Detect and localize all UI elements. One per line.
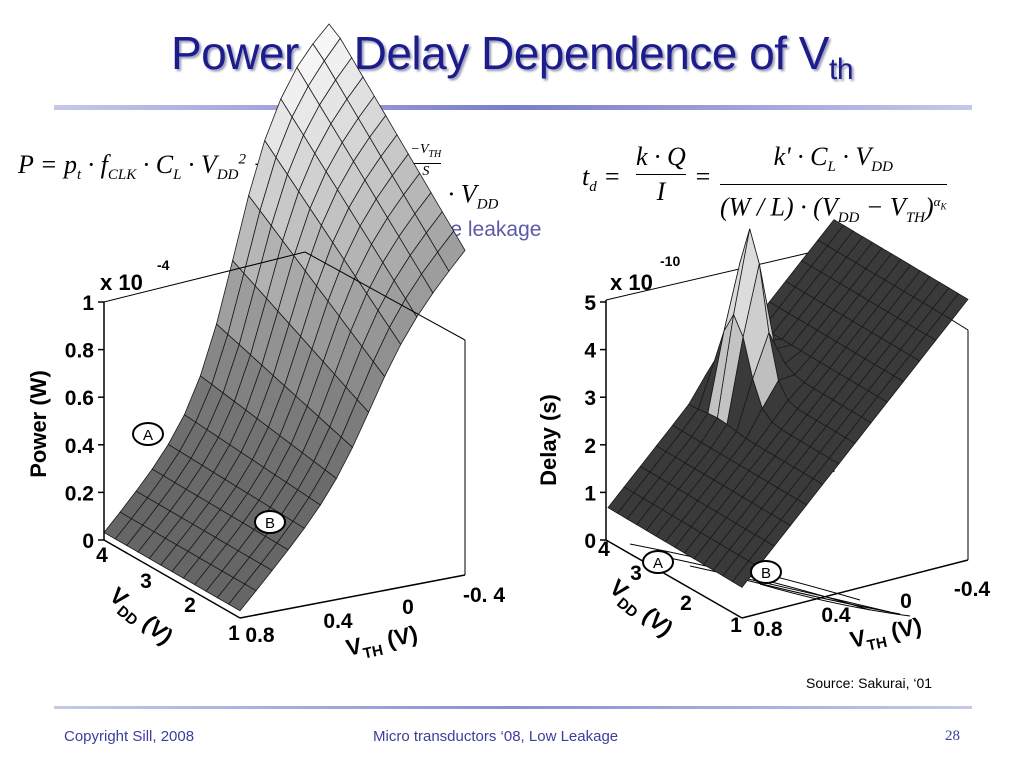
vdd-tick-label: 4 [598,538,610,561]
z-tick-label: 2 [584,435,596,458]
delay-formula: td = [582,162,621,196]
vdd-tick-label: 1 [730,614,742,637]
delay-z-ticks: 0 1 2 3 4 5 [584,292,606,553]
vdd-tick-label: 2 [184,594,196,617]
svg-text:B: B [761,565,771,582]
delay-vth-ticks: 0.8 0.4 0 -0.4 [753,578,990,641]
power-chart-frame [103,251,466,619]
delay-formula-frac2: k' · CL · VDD (W / L) · (VDD − VTH)αK [720,140,947,235]
delay-formula-frac1: k · Q I [636,140,686,209]
power-z-ticks: 0 0.2 0.4 0.6 0.8 1 [65,292,104,553]
vdd-tick-label: 3 [630,562,642,585]
z-tick-label: 1 [584,482,596,505]
z-tick-label: 1 [82,292,94,315]
footer-divider [54,706,972,709]
vth-tick-label: 0.8 [245,624,275,647]
power-scale-exp: -4 [157,257,170,273]
delay-surface [607,219,969,588]
title-subscript: th [828,53,854,86]
vdd-tick-label: 2 [680,592,692,615]
vdd-tick-label: 4 [96,544,108,567]
delay-marker-a: A [642,550,674,574]
delay-formula-eq: = [694,162,712,191]
z-tick-label: 4 [584,340,596,363]
page-number: 28 [945,728,960,744]
delay-z-axis-label: Delay (s) [536,394,561,486]
power-marker-a: A [132,422,164,446]
vth-tick-label: 0.8 [753,618,783,641]
power-vth-axis-label: VTH (V) [344,620,421,665]
z-tick-label: 0.2 [65,482,94,505]
surface-patch [228,583,257,612]
vth-tick-label: 0 [900,590,912,613]
vth-tick-label: 0.4 [821,604,851,627]
vth-tick-label: 0 [402,596,414,619]
footer-course: Micro transductors ‘08, Low Leakage [373,728,619,745]
title-text: Power & Delay Dependence of V [170,27,830,79]
svg-text:B: B [265,515,275,532]
power-scale-label: x 10 [100,270,143,295]
source-citation: Source: Sakurai, ‘01 [806,675,933,691]
power-marker-b: B [254,510,286,534]
contour-line [729,575,901,615]
footer-copyright: Copyright Sill, 2008 [64,728,195,745]
vth-tick-label: -0. 4 [463,584,505,607]
svg-text:A: A [653,555,663,572]
vdd-tick-label: 1 [228,622,240,645]
power-vth-ticks: 0.8 0.4 0 -0. 4 [245,584,505,647]
z-tick-label: 0 [82,530,94,553]
z-tick-label: 0.8 [65,340,95,363]
vth-tick-label: 0.4 [323,610,353,633]
vdd-tick-label: 3 [140,570,152,593]
power-surface [103,23,466,612]
title-divider [54,105,972,110]
power-z-axis-label: Power (W) [26,370,51,478]
slide-title: Power & Delay Dependence of Vth [0,26,1024,87]
power-vdd-ticks: 4 3 2 1 [96,544,240,645]
contour-line [689,565,891,613]
z-tick-label: 0.4 [65,435,95,458]
delay-scale-exp: -10 [660,253,680,269]
vth-tick-label: -0.4 [954,578,991,601]
z-tick-label: 5 [584,292,596,315]
svg-text:A: A [143,427,153,444]
delay-marker-b: B [750,560,782,584]
z-tick-label: 3 [584,387,596,410]
delay-scale-label: x 10 [610,270,653,295]
delay-vth-axis-label: VTH (V) [848,612,925,657]
z-tick-label: 0.6 [65,387,94,410]
delay-vdd-ticks: 43 2 1 [598,538,742,637]
contour-line [759,583,911,617]
z-tick-label: 0 [584,530,596,553]
